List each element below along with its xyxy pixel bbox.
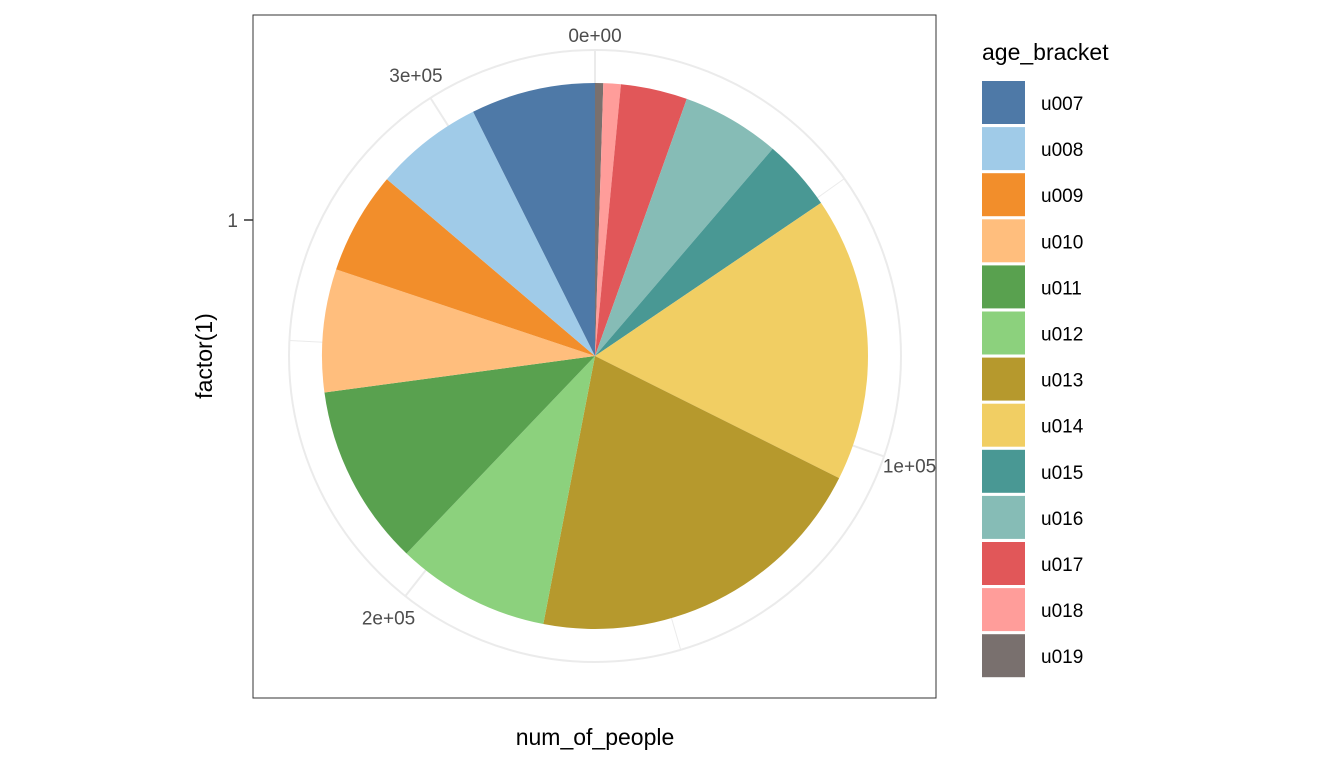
pie-slice-u016 [595, 98, 773, 356]
legend-key-u008 [982, 127, 1025, 171]
legend-label: u009 [1041, 186, 1083, 207]
pie-slice-u015 [595, 148, 822, 356]
legend-key-u012 [982, 311, 1025, 355]
legend-key-u009 [982, 173, 1025, 217]
y-tick-label: 1 [227, 211, 238, 232]
theta-tick-label: 1e+05 [883, 456, 936, 477]
legend-key-u010 [982, 219, 1025, 263]
legend-label: u014 [1041, 417, 1084, 438]
legend-key-u007 [982, 81, 1025, 124]
legend-label: u012 [1041, 325, 1083, 346]
legend-key-u013 [982, 357, 1025, 401]
pie-slice-u019 [595, 83, 604, 356]
legend-key-u015 [982, 449, 1025, 493]
legend-key-u011 [982, 265, 1025, 309]
legend-label: u013 [1041, 371, 1083, 392]
legend-key-u017 [982, 542, 1025, 585]
pie-slice-u012 [406, 356, 595, 625]
theta-tick-label: 3e+05 [389, 66, 442, 87]
legend-label: u018 [1041, 601, 1083, 622]
legend-key-u016 [982, 495, 1025, 539]
pie-slice-u017 [595, 84, 687, 356]
pie-slice-u009 [336, 179, 595, 356]
legend-key-u018 [982, 588, 1025, 632]
legend-label: u007 [1041, 94, 1083, 115]
pie-slice-u013 [543, 356, 840, 629]
legend-label: u011 [1041, 278, 1082, 299]
legend-label: u017 [1041, 555, 1083, 576]
y-axis-title: factor(1) [191, 313, 217, 399]
legend-title: age_bracket [982, 39, 1109, 65]
pie-slice-u014 [595, 202, 868, 479]
legend-label: u019 [1041, 647, 1083, 668]
theta-tick-label: 0e+00 [568, 26, 621, 47]
pie-slice-u018 [595, 83, 621, 356]
theta-tick-label: 2e+05 [362, 608, 415, 629]
legend-label: u010 [1041, 232, 1083, 253]
legend-key-u019 [982, 634, 1025, 678]
pie-slice-u011 [324, 356, 595, 554]
pie-slice-u008 [386, 111, 595, 356]
pie-slice-u007 [473, 83, 595, 356]
x-axis-title: num_of_people [516, 724, 675, 750]
legend-key-u014 [982, 403, 1025, 447]
pie-slice-u010 [322, 269, 595, 393]
legend-label: u016 [1041, 509, 1083, 530]
legend-label: u008 [1041, 140, 1083, 161]
legend-label: u015 [1041, 463, 1083, 484]
